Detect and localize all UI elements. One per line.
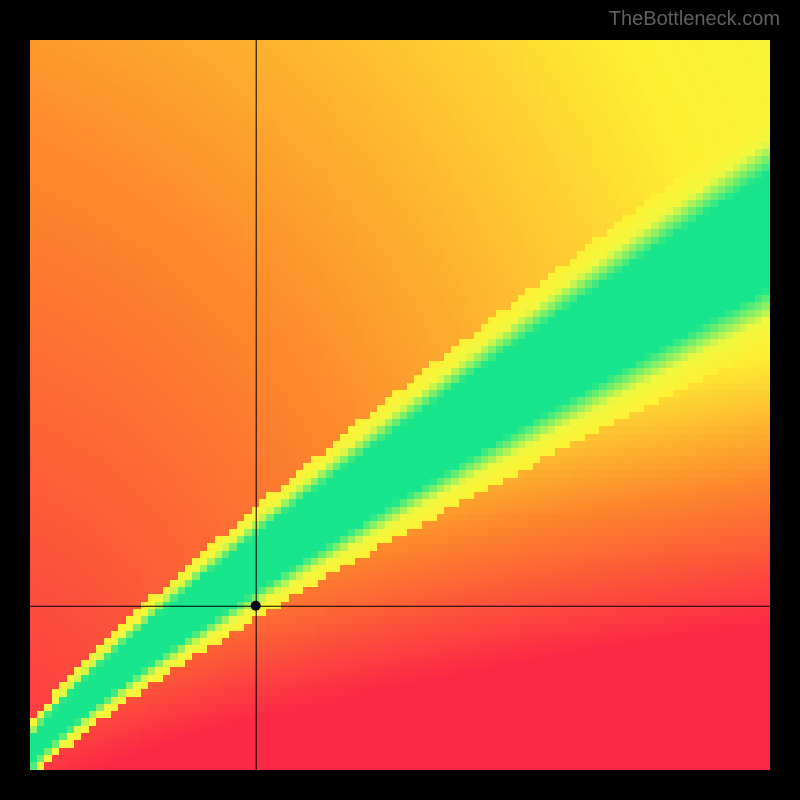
heatmap-canvas: [30, 40, 770, 770]
plot-area: [30, 40, 770, 770]
watermark-text: TheBottleneck.com: [609, 8, 780, 31]
chart-container: TheBottleneck.com: [0, 0, 800, 800]
